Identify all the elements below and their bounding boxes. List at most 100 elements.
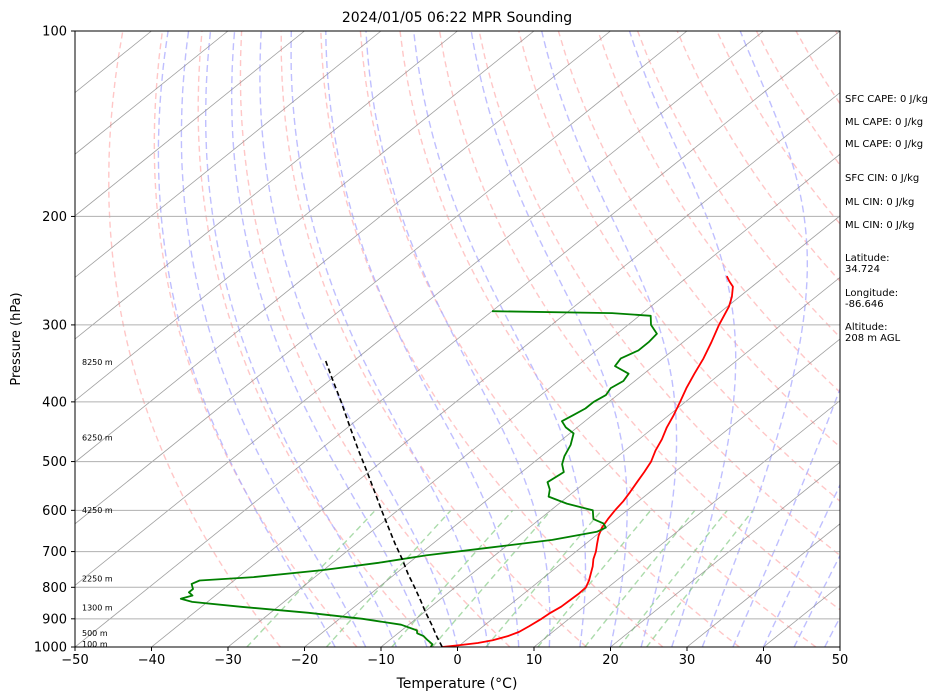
height-labels: 100 m 500 m 1300 m 2250 m 4250 m 6250 m 8250 m <box>82 358 113 649</box>
moist-adiabat-line <box>732 386 840 647</box>
isotherm-line <box>75 31 305 217</box>
mixing-ratio-line <box>646 509 754 647</box>
moist-adiabat-line <box>762 483 840 647</box>
y-tick-label: 700 <box>42 545 67 560</box>
y-axis-label: Pressure (hPa) <box>9 292 24 385</box>
moist-adiabat-line <box>259 31 459 647</box>
moist-adiabat-line <box>470 31 628 647</box>
height-label: 8250 m <box>82 358 113 367</box>
y-axis-ticks: 1000 900 800 700 600 500 400 300 200 100 <box>34 25 75 656</box>
x-tick-label: −20 <box>291 653 318 668</box>
chart-title: 2024/01/05 06:22 MPR Sounding <box>342 10 572 26</box>
reference-lines <box>75 31 840 647</box>
x-tick-label: 30 <box>679 653 696 668</box>
isotherm-line <box>75 31 535 402</box>
height-label: 4250 m <box>82 506 113 515</box>
height-label: 1300 m <box>82 604 113 613</box>
dry-adiabat-line <box>359 31 740 647</box>
ml-cin-label-2: ML CIN: 0 J/kg <box>845 220 915 231</box>
isotherm-line <box>380 276 840 647</box>
moist-adiabat-line <box>793 554 840 647</box>
x-tick-label: 10 <box>526 653 543 668</box>
y-tick-label: 200 <box>42 210 67 225</box>
moist-adiabat-line <box>541 31 678 647</box>
height-label: 100 m <box>82 640 108 649</box>
x-tick-label: 40 <box>755 653 772 668</box>
isotherm-line <box>75 31 611 463</box>
isotherm-line <box>75 31 764 586</box>
pressure-gridlines <box>75 215 840 620</box>
x-tick-label: −30 <box>214 653 241 668</box>
y-tick-label: 400 <box>42 395 67 410</box>
y-tick-label: 900 <box>42 612 67 627</box>
ml-cape-label-2: ML CAPE: 0 J/kg <box>845 139 924 150</box>
height-label: 2250 m <box>82 574 113 583</box>
x-tick-label: −40 <box>138 653 165 668</box>
mixing-ratio-line <box>325 509 452 647</box>
mixing-ratio-line <box>391 509 514 647</box>
altitude-label: Altitude: 208 m AGL <box>845 322 901 344</box>
profile-lines <box>179 275 734 647</box>
dry-adiabat-line <box>197 31 434 647</box>
isotherm-line <box>75 31 382 278</box>
moist-adiabat-line <box>413 31 587 647</box>
isotherm-line <box>75 31 688 525</box>
mixing-ratio-line <box>431 509 552 647</box>
x-tick-label: 0 <box>453 653 461 668</box>
height-label: 500 m <box>82 629 108 638</box>
mixing-ratio-line <box>537 509 652 647</box>
dry-adiabat-line <box>557 31 840 448</box>
y-tick-label: 100 <box>42 25 67 40</box>
y-tick-label: 300 <box>42 318 67 333</box>
isotherm-line <box>75 31 458 340</box>
dry-adiabat-line <box>153 31 358 647</box>
latitude-label: Latitude: 34.724 <box>845 253 890 275</box>
sfc-cin-label: SFC CIN: 0 J/kg <box>845 173 920 184</box>
dry-adiabat-line <box>438 31 840 611</box>
isotherm-line <box>533 400 840 647</box>
y-tick-label: 1000 <box>34 641 67 656</box>
temperature-profile-line <box>442 275 734 647</box>
moist-adiabat-line <box>231 31 428 647</box>
isotherm-line <box>151 92 840 647</box>
dry-adiabat-line <box>399 31 817 647</box>
moist-adiabat-line <box>325 31 520 647</box>
dewpoint-profile-line <box>179 310 658 647</box>
sounding-stats-panel: SFC CAPE: 0 J/kg ML CAPE: 0 J/kg ML CAPE… <box>845 0 947 700</box>
sfc-cape-label: SFC CAPE: 0 J/kg <box>845 94 928 105</box>
dry-adiabat-line <box>108 31 281 647</box>
y-tick-label: 500 <box>42 455 67 470</box>
x-axis-ticks: −50 −40 −30 −20 −10 0 10 20 30 40 50 <box>61 647 848 668</box>
y-tick-label: 800 <box>42 581 67 596</box>
longitude-label: Longitude: -86.646 <box>845 288 899 310</box>
isotherm-line <box>457 338 840 647</box>
x-tick-label: 50 <box>832 653 849 668</box>
moist-adiabat-line <box>290 31 489 647</box>
isotherm-line <box>686 523 840 647</box>
moist-adiabat-line <box>157 31 336 647</box>
moist-adiabat-line <box>701 31 808 647</box>
isotherm-line <box>304 215 840 647</box>
dry-adiabat-line <box>239 31 511 647</box>
isotherm-line <box>610 461 840 647</box>
ml-cin-label: ML CIN: 0 J/kg <box>845 197 915 208</box>
ml-cape-label: ML CAPE: 0 J/kg <box>845 117 924 128</box>
mixing-ratio-line <box>584 509 696 647</box>
x-tick-label: −50 <box>61 653 88 668</box>
x-axis-label: Temperature (°C) <box>396 676 518 692</box>
moist-adiabat-line <box>365 31 551 647</box>
dry-adiabat-line <box>280 31 587 647</box>
mixing-ratio-line <box>485 509 603 647</box>
x-tick-label: −10 <box>367 653 394 668</box>
parcel-profile-line <box>324 358 443 647</box>
y-tick-label: 600 <box>42 504 67 519</box>
isotherm-line <box>75 31 840 647</box>
x-tick-label: 20 <box>602 653 619 668</box>
height-label: 6250 m <box>82 434 113 443</box>
dry-adiabat-line <box>478 31 840 557</box>
moist-adiabat-line <box>205 31 397 647</box>
isotherm-line <box>75 31 229 155</box>
moist-adiabat-line <box>628 31 737 647</box>
moist-adiabat-line <box>180 31 367 647</box>
